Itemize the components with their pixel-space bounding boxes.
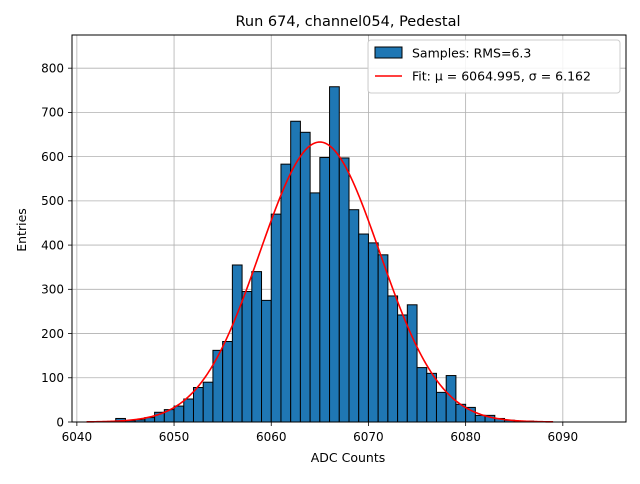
histogram-bar xyxy=(388,296,398,422)
x-axis-ticks: 6040 6050 6060 6070 6080 6090 xyxy=(62,422,579,444)
histogram-bar xyxy=(193,388,203,422)
histogram-bar xyxy=(407,305,417,422)
histogram-bar xyxy=(436,392,446,422)
y-tick-label: 700 xyxy=(41,106,64,120)
x-tick-label: 6090 xyxy=(548,430,579,444)
y-tick-label: 200 xyxy=(41,327,64,341)
histogram-bar xyxy=(184,399,194,422)
legend: Samples: RMS=6.3 Fit: μ = 6064.995, σ = … xyxy=(368,40,620,93)
histogram-bar xyxy=(223,342,233,422)
histogram-bar xyxy=(427,373,437,422)
histogram-bar xyxy=(262,300,272,422)
x-tick-label: 6080 xyxy=(450,430,481,444)
histogram-bar xyxy=(174,406,184,422)
histogram-bar xyxy=(378,255,388,422)
histogram-bar xyxy=(281,164,291,422)
x-tick-label: 6050 xyxy=(159,430,190,444)
y-tick-label: 400 xyxy=(41,238,64,252)
y-tick-label: 600 xyxy=(41,150,64,164)
x-axis-label: ADC Counts xyxy=(311,450,386,465)
y-axis-ticks: 0 100 200 300 400 500 600 700 800 xyxy=(41,61,72,429)
histogram-bar xyxy=(310,193,320,422)
histogram-bar xyxy=(203,382,213,422)
legend-swatch-histogram xyxy=(375,47,402,58)
x-tick-label: 6070 xyxy=(353,430,384,444)
x-tick-label: 6060 xyxy=(256,430,287,444)
y-tick-label: 500 xyxy=(41,194,64,208)
histogram-bar xyxy=(417,368,427,422)
chart-title: Run 674, channel054, Pedestal xyxy=(235,14,460,30)
histogram-bar xyxy=(320,158,330,422)
histogram-bar xyxy=(300,132,310,422)
histogram-bar xyxy=(339,158,349,422)
x-tick-label: 6040 xyxy=(62,430,93,444)
histogram-bar xyxy=(368,243,378,422)
legend-label-fit: Fit: μ = 6064.995, σ = 6.162 xyxy=(412,69,591,84)
y-tick-label: 300 xyxy=(41,283,64,297)
histogram-bar xyxy=(232,265,242,422)
y-tick-label: 800 xyxy=(41,61,64,75)
histogram-bar xyxy=(291,121,301,422)
y-axis-label: Entries xyxy=(14,208,29,252)
histogram-bar xyxy=(271,214,281,422)
histogram-bar xyxy=(359,234,369,422)
histogram-bars xyxy=(116,87,544,422)
legend-label-histogram: Samples: RMS=6.3 xyxy=(412,46,531,61)
histogram-bar xyxy=(349,210,359,422)
y-tick-label: 0 xyxy=(56,415,64,429)
y-tick-label: 100 xyxy=(41,371,64,385)
histogram-bar xyxy=(398,315,408,422)
histogram-bar xyxy=(475,415,485,422)
histogram-bar xyxy=(330,87,340,422)
histogram-bar xyxy=(252,272,262,422)
histogram-bar xyxy=(242,292,252,422)
